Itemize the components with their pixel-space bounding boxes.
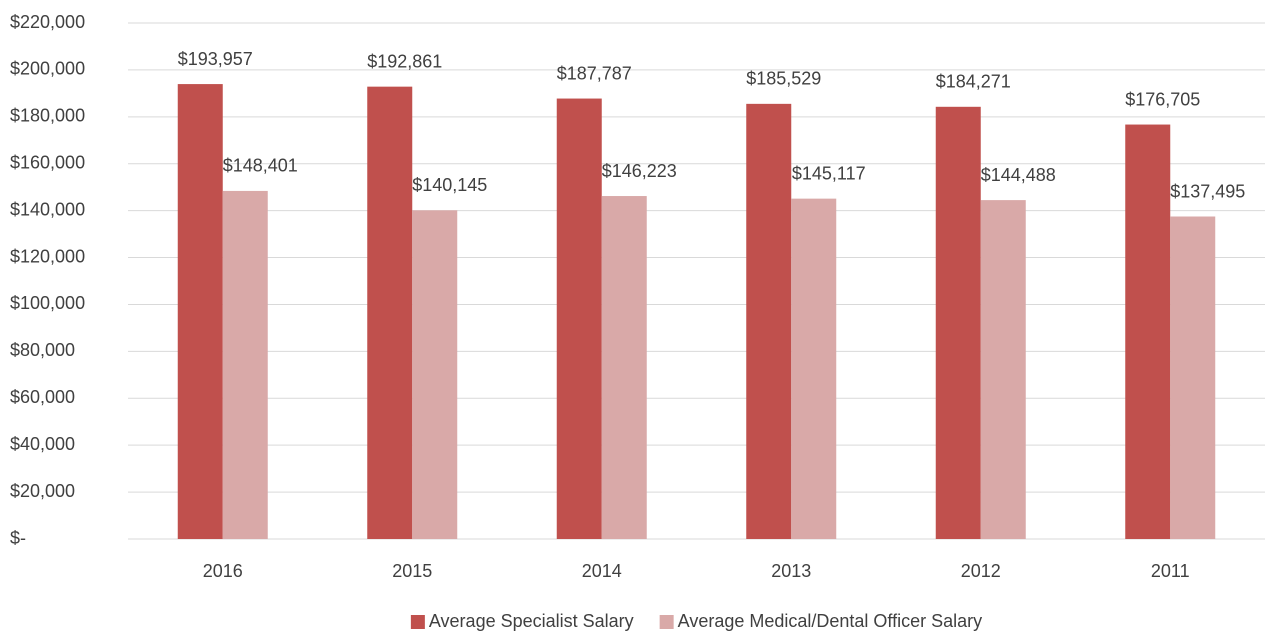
value-label: $176,705 [1125,89,1200,109]
bar [935,106,981,539]
legend-swatch [659,615,674,629]
y-tick-label: $220,000 [10,12,85,32]
bar [791,198,837,539]
value-label: $185,529 [746,69,821,89]
value-label: $148,401 [223,156,298,176]
value-label: $140,145 [412,175,487,195]
x-tick-label: 2016 [203,561,243,581]
value-label: $184,271 [936,72,1011,92]
y-tick-label: $60,000 [10,387,75,407]
y-tick-label: $- [10,528,26,548]
y-tick-label: $160,000 [10,152,85,172]
bar [556,98,602,539]
value-label: $193,957 [178,49,253,69]
value-label: $192,861 [367,51,442,71]
legend-label: Average Medical/Dental Officer Salary [678,611,982,631]
y-tick-label: $40,000 [10,434,75,454]
value-label: $146,223 [602,161,677,181]
legend-swatch [410,615,425,629]
bar [177,84,223,539]
bar [222,190,268,540]
legend: Average Specialist Salary Average Medical… [410,611,982,631]
value-label: $187,787 [557,63,632,83]
value-label: $137,495 [1170,181,1245,201]
bar [980,200,1026,539]
x-tick-label: 2013 [771,561,811,581]
value-label: $145,117 [792,163,866,183]
legend-label: Average Specialist Salary [429,611,634,631]
value-label: $144,488 [981,165,1056,185]
y-tick-label: $120,000 [10,246,85,266]
y-tick-label: $140,000 [10,199,85,219]
bar [746,103,792,540]
x-tick-label: 2011 [1151,561,1190,581]
x-tick-label: 2012 [961,561,1001,581]
y-tick-label: $100,000 [10,293,85,313]
bar [1170,216,1216,540]
bar [1125,124,1171,540]
y-tick-label: $200,000 [10,59,85,79]
y-tick-label: $20,000 [10,481,75,501]
y-tick-label: $80,000 [10,340,75,360]
bar [412,210,458,540]
x-tick-label: 2014 [582,561,622,581]
bar [601,196,647,540]
bar [367,86,413,539]
x-tick-label: 2015 [392,561,432,581]
y-tick-label: $180,000 [10,106,85,126]
